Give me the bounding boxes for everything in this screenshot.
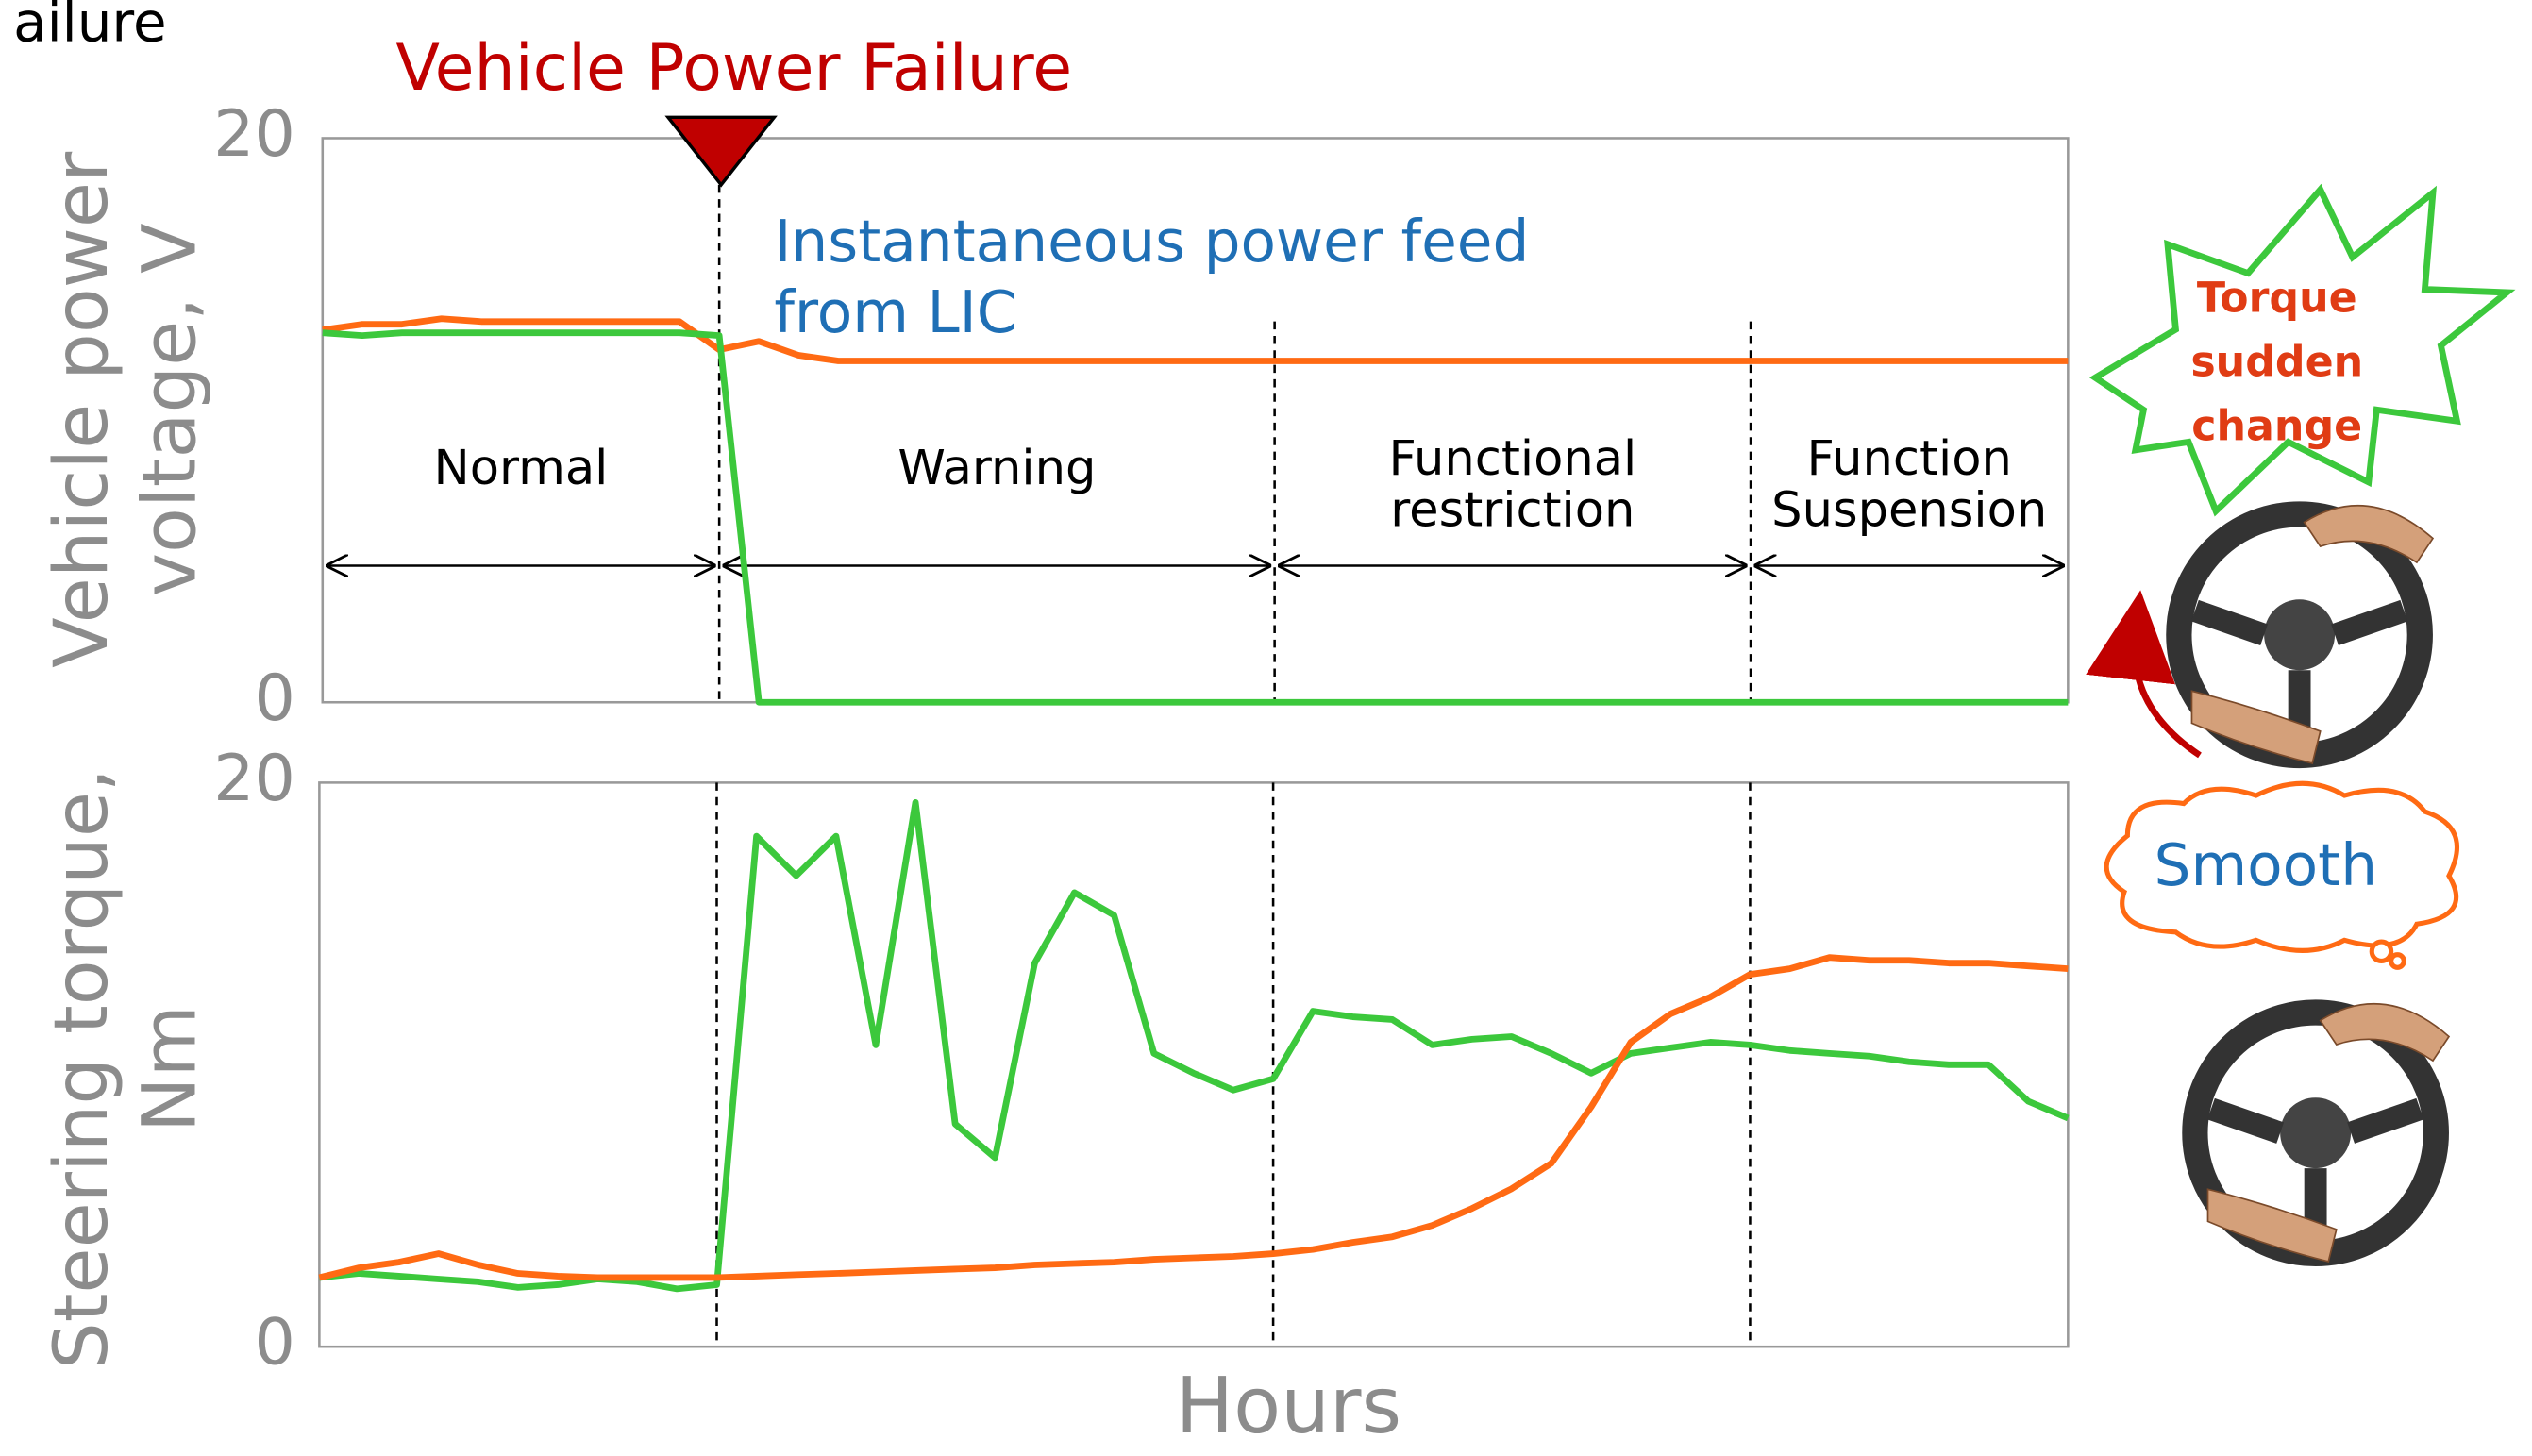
y-axis-label: Vehicle power [39,151,125,668]
starburst [2088,183,2516,517]
y-tick-label: 0 [254,661,294,736]
phase-label: Functional [1388,431,1636,487]
data-line [322,329,2069,706]
data-line [322,315,2069,364]
y-axis-label: voltage, V [127,223,213,596]
thought-bubble [2389,952,2406,970]
y-tick-label: 20 [213,742,295,816]
event-marker [664,115,778,188]
y-axis-label: Nm [127,1005,213,1132]
callout-text: change [2191,403,2362,451]
annotation: from LIC [774,279,1016,346]
data-line [319,798,2070,1293]
phase-label: Suspension [1771,482,2047,538]
steering-wheel [2182,999,2451,1267]
callout-text: Smooth [2155,832,2378,899]
callout-text: sudden [2190,339,2363,387]
data-line [318,954,2069,1281]
cut-heading: ailure [13,0,166,54]
y-axis-label: Steering torque, [39,768,125,1369]
phase-label: Normal [434,441,609,496]
phase-label: Function [1807,431,2012,487]
annotation: Instantaneous power feed [774,209,1529,276]
thought-cloud [2104,780,2459,953]
steering-wheel [2086,501,2435,769]
phase-label: Warning [897,441,1096,496]
event-title: Vehicle Power Failure [395,31,1072,106]
thought-bubble [2369,939,2394,964]
phase-label: restriction [1390,482,1635,538]
x-axis-label: Hours [1176,1362,1401,1451]
plot-frame [318,781,2070,1348]
callout-text: Torque [2197,274,2357,322]
y-tick-label: 20 [213,97,295,172]
y-tick-label: 0 [254,1306,294,1381]
